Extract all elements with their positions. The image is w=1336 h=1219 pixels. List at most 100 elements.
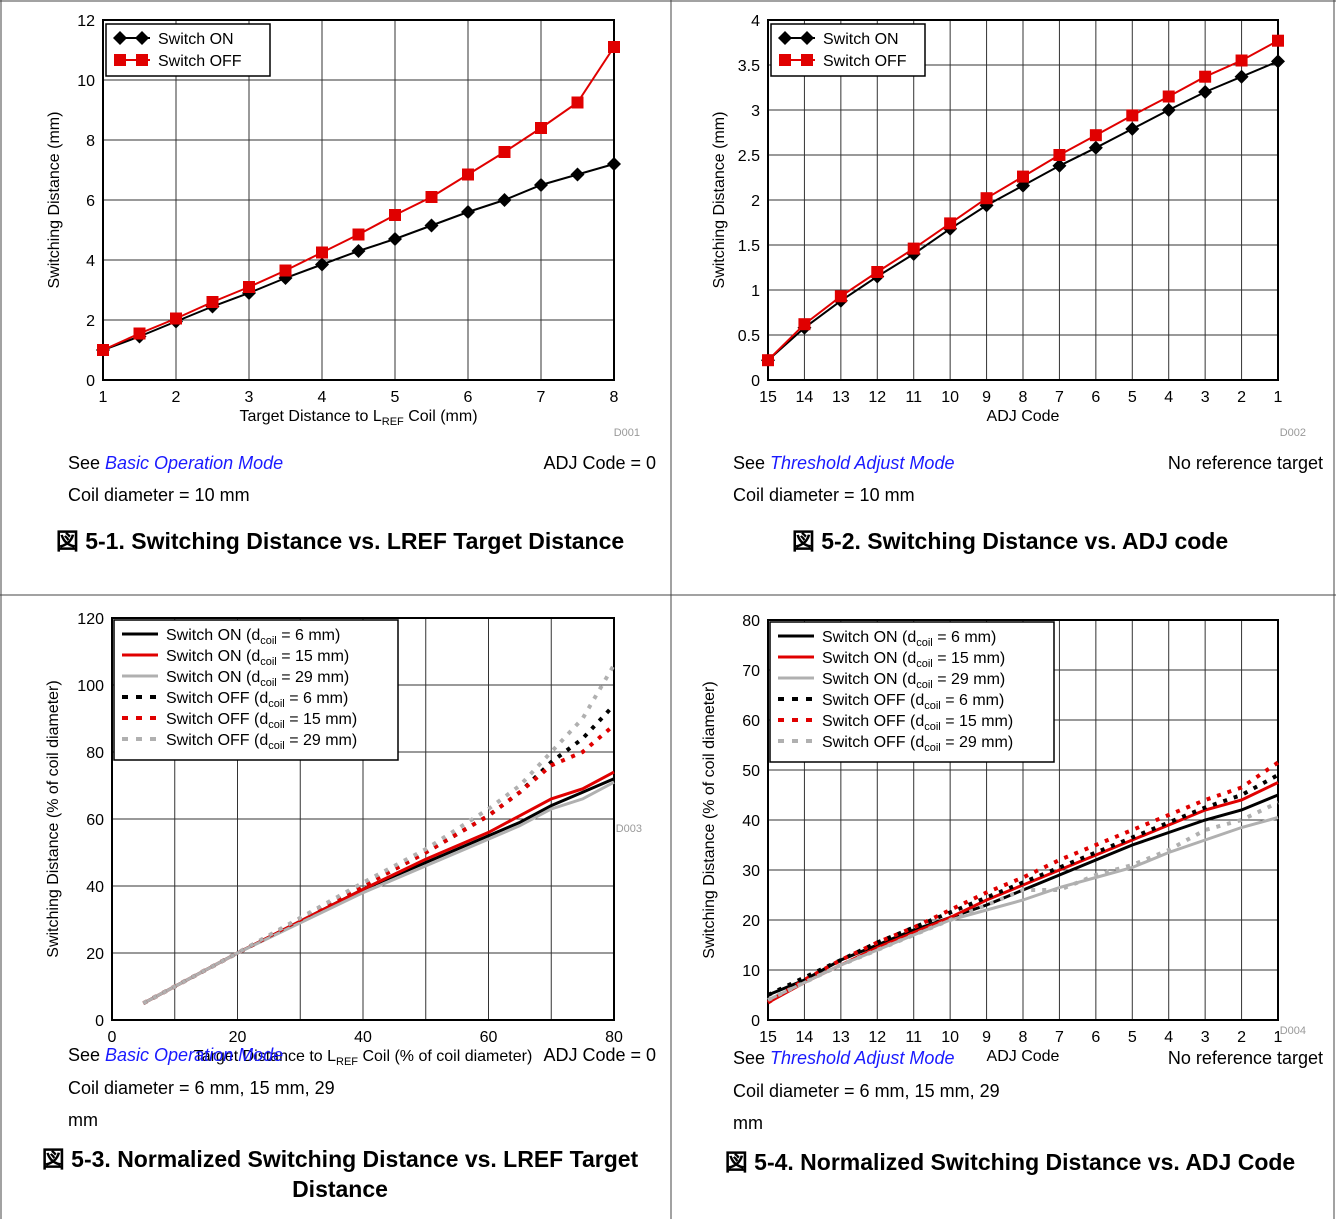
data-point [206, 296, 219, 308]
x-tick-label: 1 [99, 389, 108, 406]
y-tick-label: 30 [742, 863, 760, 880]
x-tick-label: 8 [1019, 1029, 1028, 1046]
panel2-caption: 図 5-2. Switching Distance vs. ADJ code [791, 528, 1229, 554]
panel1-see-link[interactable]: Basic Operation Mode [105, 453, 284, 473]
x-tick-label: 7 [1055, 389, 1064, 406]
data-point [351, 244, 366, 258]
x-tick-label: 7 [537, 389, 546, 406]
x-tick-label: 80 [605, 1029, 623, 1046]
y-tick-label: 20 [742, 913, 760, 930]
legend-label: Switch OFF (dcoil = 29 mm) [822, 734, 1013, 754]
chart-d003: 0 20 40 60 80 0 20 40 60 80 100 120 Target Distance … [45, 611, 642, 1068]
legend-label: Switch OFF (dcoil = 15 mm) [822, 713, 1013, 733]
data-point [608, 41, 620, 53]
data-point [388, 232, 402, 246]
x-tick-label: 5 [391, 389, 400, 406]
legend-label: Switch ON (dcoil = 29 mm) [822, 671, 1005, 691]
y-axis-label: Switching Distance (% of coil diameter) [45, 680, 62, 957]
x-tick-label: 4 [1164, 1029, 1173, 1046]
data-point [570, 167, 585, 182]
series-line [142, 770, 615, 1005]
data-point [389, 209, 401, 221]
y-tick-label: 0 [95, 1013, 104, 1030]
chart-code-label: D004 [1280, 1025, 1306, 1037]
y-tick-label: 2 [86, 313, 95, 330]
chart-code-label: D002 [1280, 427, 1306, 439]
data-point [1198, 85, 1213, 99]
panel3-right-note: ADJ Code = 0 [543, 1045, 656, 1065]
series-line [142, 780, 615, 1005]
y-tick-label: 0 [86, 373, 95, 390]
data-point [97, 344, 109, 356]
data-point [871, 266, 884, 278]
y-tick-label: 3.5 [738, 58, 760, 75]
panel3-caption: 図 5-3. Normalized Switching Distance vs.… [41, 1146, 639, 1202]
series-line [767, 816, 1279, 1002]
data-point [425, 191, 438, 203]
panel4-right-note: No reference target [1167, 1048, 1323, 1068]
data-point [461, 205, 475, 219]
series-line [142, 723, 616, 1006]
y-tick-label: 10 [742, 963, 760, 980]
panel2-see-link[interactable]: Threshold Adjust Mode [770, 453, 955, 473]
x-tick-label: 1 [1274, 1029, 1283, 1046]
y-tick-label: 2 [751, 193, 760, 210]
x-tick-label: 6 [464, 389, 473, 406]
x-tick-label: 6 [1091, 1029, 1100, 1046]
data-point [497, 193, 512, 207]
series-line [102, 46, 615, 351]
data-point [607, 157, 621, 171]
chart-d004: 15 14 13 12 11 10 9 8 7 6 5 4 3 2 101020304050607080AD… [701, 613, 1306, 1065]
panel4-see-note: See Threshold Adjust Mode [733, 1048, 955, 1068]
data-point [1017, 170, 1029, 183]
x-tick-label: 8 [610, 389, 619, 406]
x-tick-label: 2 [1237, 1029, 1246, 1046]
y-tick-label: 100 [77, 678, 104, 695]
legend-label: Switch OFF [823, 53, 907, 70]
panel3-see-note: See Basic Operation Mode [68, 1045, 284, 1065]
x-tick-label: 0 [108, 1029, 117, 1046]
x-axis-label: Target Distance to LREF Coil (mm) [239, 408, 477, 428]
x-tick-label: 12 [868, 1029, 886, 1046]
panel1-see-note: See Basic Operation Mode [68, 453, 284, 473]
panel4-see-link[interactable]: Threshold Adjust Mode [770, 1048, 955, 1068]
data-point [1234, 69, 1249, 84]
data-point [316, 246, 328, 259]
data-point [1235, 54, 1248, 67]
x-tick-label: 4 [1164, 389, 1173, 406]
data-point [1126, 109, 1139, 122]
x-axis-label: ADJ Code [987, 1048, 1060, 1065]
panel1-right-note: ADJ Code = 0 [543, 453, 656, 473]
x-tick-label: 14 [796, 1029, 814, 1046]
data-point [1161, 103, 1176, 117]
y-tick-label: 20 [86, 946, 104, 963]
x-tick-label: 11 [905, 1029, 922, 1046]
data-point [534, 178, 548, 192]
x-tick-label: 3 [245, 389, 254, 406]
panel4-coil-note: Coil diameter = 6 mm, 15 mm, 29 [733, 1081, 1000, 1101]
x-tick-label: 5 [1128, 389, 1137, 406]
x-tick-label: 2 [1237, 389, 1246, 406]
data-point [1199, 70, 1212, 83]
panel3-see-link[interactable]: Basic Operation Mode [105, 1045, 284, 1065]
panel3-coil-note-cont: mm [68, 1110, 98, 1130]
legend-label: Switch OFF (dcoil = 15 mm) [166, 711, 357, 731]
data-point [424, 218, 439, 233]
data-point [944, 217, 957, 230]
plot-frame [102, 19, 615, 381]
data-point [1125, 121, 1140, 136]
y-tick-label: 4 [751, 13, 760, 30]
series-line [767, 773, 1279, 997]
x-tick-label: 15 [759, 1029, 777, 1046]
panel1-caption: 図 5-1. Switching Distance vs. LREF Targe… [55, 528, 625, 554]
data-point [170, 312, 182, 325]
legend-label: Switch ON (dcoil = 15 mm) [166, 648, 349, 668]
legend-marker [135, 31, 149, 45]
x-tick-label: 13 [832, 1029, 850, 1046]
panel2-coil-note: Coil diameter = 10 mm [733, 485, 915, 505]
y-tick-label: 80 [742, 613, 760, 630]
y-tick-label: 0 [751, 373, 760, 390]
data-point [1089, 129, 1102, 142]
panel4-caption: 図 5-4. Normalized Switching Distance vs.… [724, 1149, 1296, 1175]
x-tick-label: 60 [480, 1029, 498, 1046]
